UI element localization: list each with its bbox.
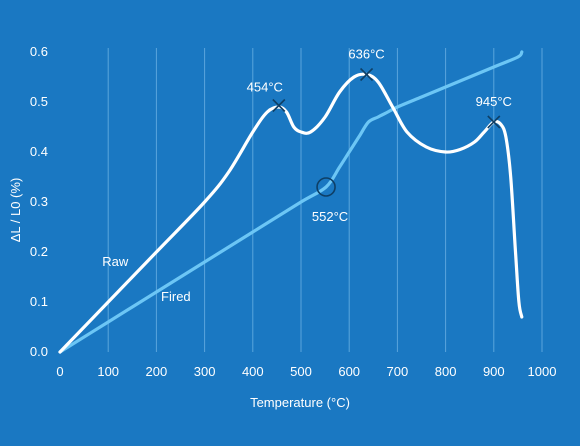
x-tick-label-300: 300	[194, 364, 216, 379]
marker-x-0	[272, 98, 286, 113]
x-tick-label-800: 800	[435, 364, 457, 379]
grid-lines	[107, 48, 543, 352]
x-tick-label-1000: 1000	[528, 364, 557, 379]
y-tick-label-0.5: 0.5	[30, 94, 48, 109]
annotation-label-1: 636°C	[348, 47, 384, 62]
series-line-fired	[58, 50, 524, 354]
annotations-layer: Raw Fired 454°C 636°C 945°C 552°C	[102, 47, 512, 305]
x-tick-label-400: 400	[242, 364, 264, 379]
annotation-label-2: 945°C	[476, 94, 512, 109]
marker-circle-3	[316, 177, 336, 197]
y-axis-label: ΔL / L0 (%)	[8, 178, 23, 243]
marker-x-1	[359, 67, 374, 82]
x-tick-label-200: 200	[146, 364, 168, 379]
y-tick-label-0.4: 0.4	[30, 144, 48, 159]
series-layer	[58, 50, 524, 354]
y-tick-label-0.1: 0.1	[30, 294, 48, 309]
y-tick-label-0.2: 0.2	[30, 244, 48, 259]
x-tick-label-700: 700	[387, 364, 409, 379]
y-tick-label-0.0: 0.0	[30, 344, 48, 359]
annotation-label-3: 552°C	[312, 209, 348, 224]
x-tick-label-900: 900	[483, 364, 505, 379]
marker-x-2	[487, 115, 501, 129]
annotation-label-0: 454°C	[247, 80, 283, 95]
x-tick-label-100: 100	[97, 364, 119, 379]
y-tick-label-0.6: 0.6	[30, 44, 48, 59]
x-axis-label: Temperature (°C)	[250, 395, 350, 410]
x-tick-label-500: 500	[290, 364, 312, 379]
series-label-raw: Raw	[102, 254, 129, 269]
axes: 0 100 200 300 400 500 600 700 800 900 1000 0.0 0.1 0.…	[30, 44, 557, 379]
x-tick-label-0: 0	[56, 364, 63, 379]
y-tick-label-0.3: 0.3	[30, 194, 48, 209]
series-label-fired: Fired	[161, 289, 191, 304]
x-tick-label-600: 600	[338, 364, 360, 379]
